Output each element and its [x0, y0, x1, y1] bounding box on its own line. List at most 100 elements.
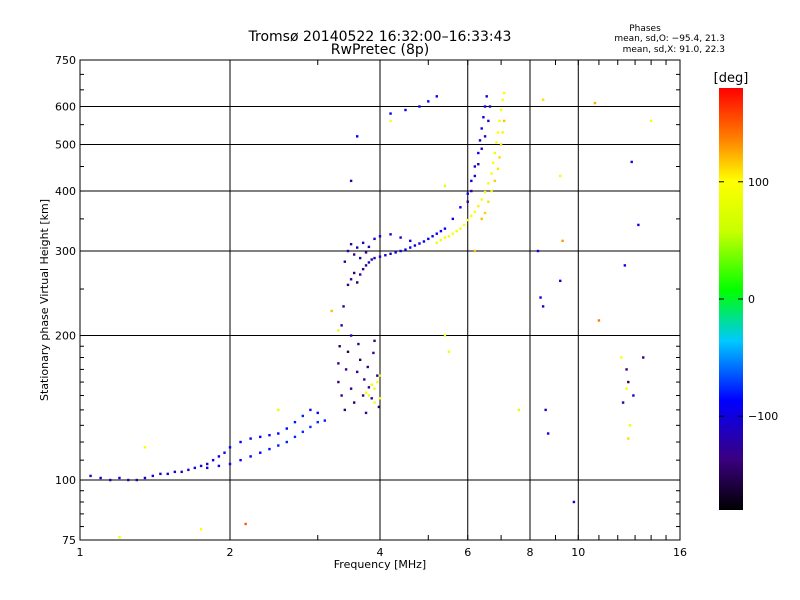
- data-point: [473, 249, 477, 253]
- data-point: [349, 278, 353, 281]
- data-point: [477, 204, 480, 208]
- data-point: [427, 237, 430, 241]
- data-point: [173, 470, 177, 474]
- data-point: [470, 179, 473, 183]
- x-axis-label: Frequency [MHz]: [334, 558, 426, 571]
- data-point: [559, 279, 562, 283]
- data-point: [496, 131, 500, 134]
- data-point: [361, 267, 365, 271]
- data-point: [358, 256, 362, 260]
- data-point: [217, 464, 221, 468]
- data-point: [541, 305, 545, 308]
- data-point: [435, 232, 438, 235]
- data-point: [228, 446, 232, 449]
- data-point: [496, 167, 500, 171]
- data-point: [268, 447, 271, 451]
- grid-lines: [80, 60, 680, 540]
- data-point: [363, 378, 366, 381]
- data-point: [344, 368, 348, 371]
- data-point: [342, 305, 345, 308]
- data-point: [435, 241, 438, 245]
- data-point: [352, 271, 356, 275]
- y-tick-label: 300: [55, 245, 76, 258]
- data-point: [493, 179, 497, 183]
- data-point: [378, 397, 382, 400]
- data-point: [239, 458, 242, 462]
- data-point: [443, 334, 447, 337]
- data-point: [355, 370, 359, 374]
- data-point: [316, 411, 319, 415]
- data-point: [439, 229, 443, 233]
- data-point: [244, 522, 247, 526]
- data-point: [399, 249, 402, 253]
- data-point: [443, 227, 447, 230]
- data-point: [544, 408, 547, 412]
- data-point: [625, 387, 628, 390]
- data-point: [378, 235, 382, 238]
- data-point: [389, 112, 392, 115]
- data-point: [301, 430, 305, 434]
- data-point: [378, 255, 382, 258]
- data-point: [99, 476, 102, 480]
- data-point: [389, 233, 392, 236]
- x-tick-label: 6: [464, 546, 471, 559]
- data-point: [127, 478, 130, 482]
- data-point: [372, 351, 375, 355]
- data-point: [355, 246, 359, 249]
- data-point: [211, 458, 215, 462]
- data-point: [541, 98, 545, 101]
- x-tick-label: 10: [571, 546, 585, 559]
- data-point: [455, 229, 458, 233]
- data-point: [485, 95, 488, 98]
- data-point: [470, 189, 473, 193]
- data-point: [193, 466, 197, 470]
- data-point: [361, 394, 365, 397]
- data-point: [483, 190, 487, 194]
- data-point: [366, 365, 369, 369]
- data-point: [459, 227, 462, 230]
- data-point: [621, 401, 625, 404]
- data-point: [477, 162, 480, 166]
- data-point: [561, 239, 564, 243]
- data-point: [118, 536, 121, 539]
- y-axis-label: Stationary phase Virtual Height [km]: [38, 199, 51, 401]
- data-point: [109, 478, 112, 482]
- data-point: [364, 251, 368, 254]
- data-point: [473, 174, 477, 178]
- data-point: [277, 432, 280, 435]
- data-point: [259, 451, 262, 454]
- x-tick-label: 2: [227, 546, 234, 559]
- data-point: [559, 174, 562, 178]
- data-point: [285, 440, 288, 444]
- data-point: [377, 405, 381, 409]
- data-point: [352, 401, 356, 404]
- data-point: [228, 462, 232, 466]
- data-point: [422, 240, 426, 243]
- data-point: [316, 420, 319, 424]
- data-point: [166, 472, 169, 476]
- data-point: [223, 451, 226, 454]
- data-point: [135, 478, 138, 482]
- data-point: [367, 386, 371, 389]
- data-point: [625, 368, 628, 371]
- data-point: [480, 198, 483, 201]
- data-point: [620, 356, 623, 359]
- colorbar-tick-label: 100: [748, 176, 769, 189]
- data-point: [466, 192, 469, 195]
- data-point: [490, 189, 493, 193]
- x-tick-label: 1: [77, 546, 84, 559]
- y-tick-label: 750: [55, 54, 76, 67]
- data-point: [373, 237, 376, 241]
- data-point: [447, 350, 451, 353]
- data-point: [480, 217, 483, 221]
- data-point: [498, 119, 501, 123]
- data-point: [394, 251, 397, 254]
- data-point: [376, 380, 379, 384]
- data-point: [483, 105, 487, 108]
- data-point: [330, 309, 333, 313]
- data-point: [490, 172, 493, 175]
- data-point: [338, 345, 341, 348]
- data-point: [480, 127, 483, 130]
- data-point: [649, 119, 653, 123]
- data-point: [627, 380, 630, 384]
